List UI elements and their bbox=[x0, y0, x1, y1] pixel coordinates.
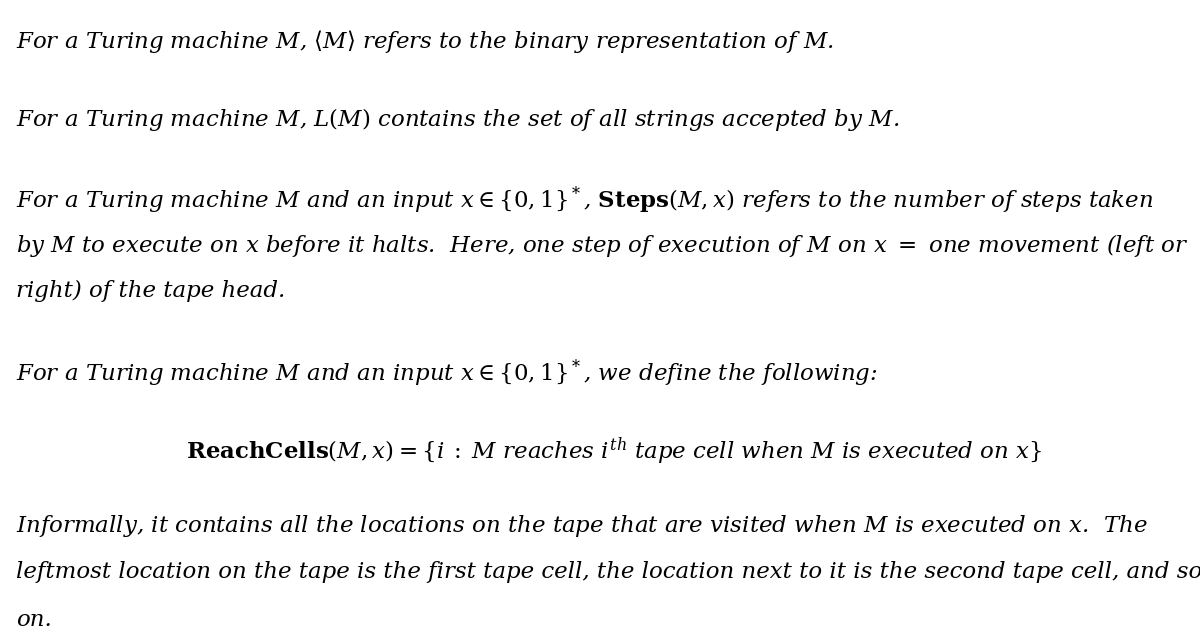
Text: leftmost location on the tape is the first tape cell, the location next to it is: leftmost location on the tape is the fir… bbox=[16, 561, 1200, 583]
Text: For a Turing machine $M$ and an input $x \in \{0,1\}^*$, $\mathbf{Steps}(M, x)$ : For a Turing machine $M$ and an input $x… bbox=[16, 184, 1153, 215]
Text: by $M$ to execute on $x$ before it halts.  Here, one step of execution of $M$ on: by $M$ to execute on $x$ before it halts… bbox=[16, 232, 1188, 259]
Text: For a Turing machine $M$ and an input $x \in \{0,1\}^*$, we define the following: For a Turing machine $M$ and an input $x… bbox=[16, 357, 877, 389]
Text: on.: on. bbox=[16, 609, 52, 628]
Text: right) of the tape head.: right) of the tape head. bbox=[16, 279, 284, 301]
Text: Informally, it contains all the locations on the tape that are visited when $M$ : Informally, it contains all the location… bbox=[16, 513, 1147, 539]
Text: $\mathbf{ReachCells}(M, x) = \{i \; : \; M$ reaches $i^{th}$ tape cell when $M$ : $\mathbf{ReachCells}(M, x) = \{i \; : \;… bbox=[186, 435, 1042, 467]
Text: For a Turing machine $M$, $\langle M \rangle$ refers to the binary representatio: For a Turing machine $M$, $\langle M \ra… bbox=[16, 28, 834, 55]
Text: For a Turing machine $M$, $L(M)$ contains the set of all strings accepted by $M$: For a Turing machine $M$, $L(M)$ contain… bbox=[16, 106, 899, 133]
